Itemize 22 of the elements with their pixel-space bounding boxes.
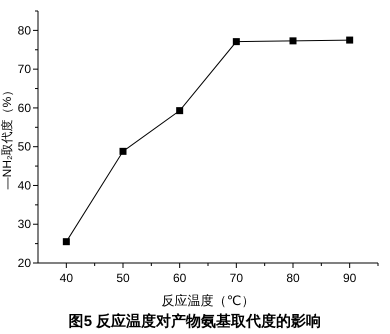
x-tick-label: 70	[230, 271, 244, 285]
y-tick-label: 70	[18, 62, 32, 76]
y-tick-label: 40	[18, 178, 32, 192]
point	[346, 36, 354, 44]
y-tick-label: 30	[18, 217, 32, 232]
point	[62, 238, 70, 246]
y-tick-label: 60	[18, 100, 32, 115]
y-axis-title: —NH₂取代度（%）	[0, 84, 14, 190]
y-tick-label: 50	[18, 140, 32, 154]
y-tick-label: 80	[18, 23, 32, 38]
x-axis-title: 反应温度（℃）	[162, 293, 254, 308]
x-tick-label: 90	[342, 271, 357, 285]
point	[176, 107, 184, 114]
x-tick-label: 60	[172, 271, 187, 285]
x-tick-label: 40	[60, 271, 74, 285]
text: 图5 反应温度对产物氨基取代度的影响	[68, 312, 322, 330]
x-tick-label: 50	[116, 271, 130, 285]
point	[120, 148, 126, 155]
point	[290, 37, 296, 44]
x-tick-label: 80	[286, 271, 300, 285]
point	[232, 38, 240, 46]
y-tick-label: 20	[18, 256, 32, 270]
